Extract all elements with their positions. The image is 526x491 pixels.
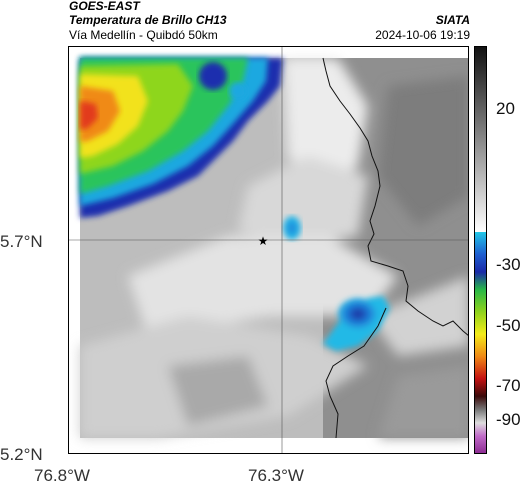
lon-tick-76.8: 76.8°W: [34, 466, 90, 485]
colorbar: [474, 46, 487, 454]
route-subtitle: Vía Medellín - Quibdó 50km: [69, 28, 218, 42]
datetime-label: 2024-10-06 19:19: [375, 28, 470, 42]
location-marker: ★: [258, 234, 269, 248]
brand-label: SIATA: [435, 13, 470, 27]
lon-tick-76.3: 76.3°W: [248, 466, 304, 485]
river-border: [325, 307, 387, 439]
convective-cell-small: [283, 216, 301, 240]
convective-cell-southeast: [323, 296, 390, 351]
colorbar-label-minus90: -90: [496, 410, 521, 429]
colorbar-label-20: 20: [496, 99, 515, 118]
product-title: Temperatura de Brillo CH13: [69, 13, 227, 27]
satellite-map: ★: [68, 46, 469, 454]
storm-cloud-northwest: [80, 58, 283, 218]
colorbar-label-minus30: -30: [496, 255, 521, 274]
department-border: [322, 57, 469, 337]
colorbar-label-minus50: -50: [496, 316, 521, 335]
lat-tick-5.2: 5.2°N: [0, 445, 43, 464]
cloud-texture: [80, 58, 469, 438]
satellite-title: GOES-EAST: [69, 0, 140, 13]
colorbar-label-minus70: -70: [496, 376, 521, 395]
lat-tick-5.7: 5.7°N: [0, 232, 43, 251]
